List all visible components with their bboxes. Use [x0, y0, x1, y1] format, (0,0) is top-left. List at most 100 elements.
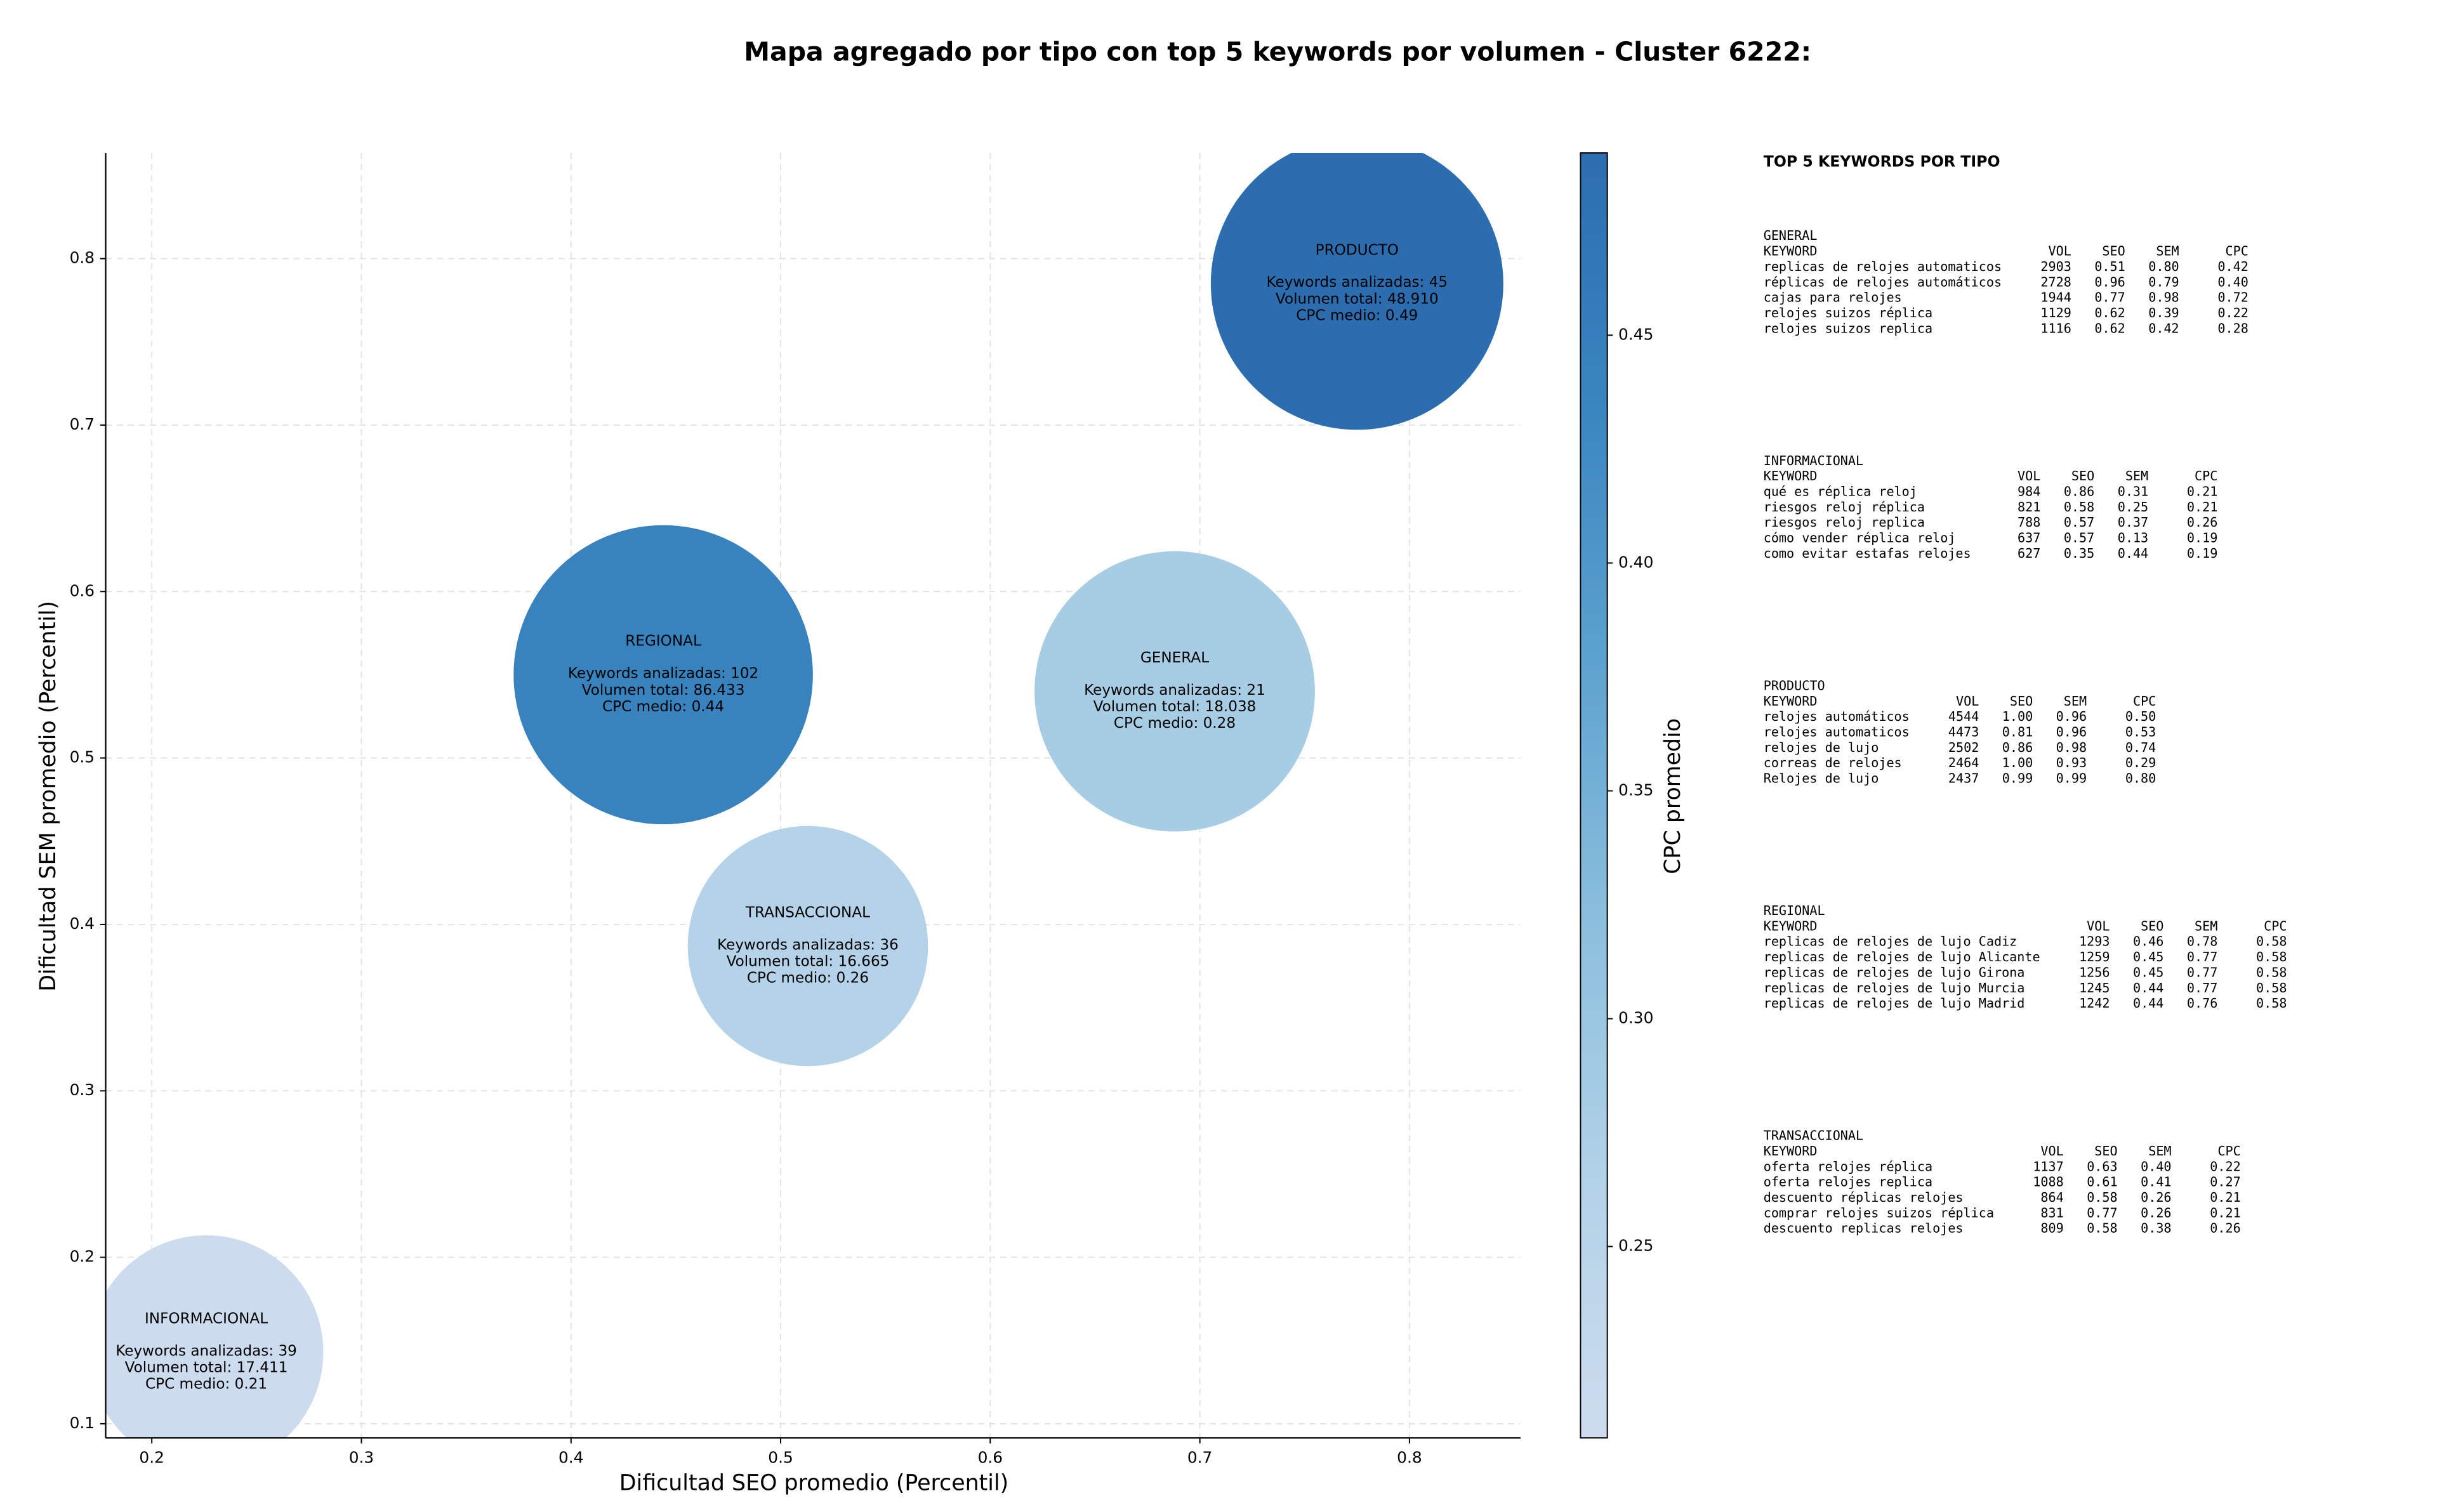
- bubble-cpc-label: CPC medio: 0.21: [145, 1376, 267, 1393]
- table-cell: 2903: [2040, 259, 2071, 274]
- bubble-cpc-label: CPC medio: 0.26: [747, 970, 869, 986]
- table-header-cell: SEO: [2102, 244, 2125, 259]
- table-cell: 0.19: [2187, 546, 2217, 561]
- table-cell: 0.22: [2210, 1159, 2240, 1174]
- table-cell: Relojes de lujo: [1764, 771, 1879, 786]
- group-name: TRANSACCIONAL: [1764, 1128, 1863, 1143]
- table-cell: 0.77: [2187, 949, 2217, 964]
- bubble: [687, 825, 928, 1067]
- table-cell: 0.21: [2210, 1205, 2240, 1220]
- table-cell: relojes suizos replica: [1764, 320, 1932, 336]
- table-cell: 0.81: [2002, 724, 2033, 739]
- x-tick-label: 0.5: [768, 1449, 793, 1467]
- y-tick-label: 0.8: [70, 249, 95, 267]
- group-name: INFORMACIONAL: [1764, 453, 1863, 468]
- table-cell: 0.72: [2217, 290, 2248, 305]
- table-cell: 0.26: [2210, 1221, 2240, 1236]
- table-cell: 0.40: [2141, 1159, 2171, 1174]
- table-cell: replicas de relojes automaticos: [1764, 259, 2002, 274]
- bubble-cpc-label: CPC medio: 0.28: [1114, 715, 1236, 732]
- table-cell: 864: [2040, 1190, 2063, 1205]
- table-cell: qué es réplica reloj: [1764, 484, 1917, 499]
- x-tick-label: 0.7: [1187, 1449, 1213, 1467]
- y-tick-label: 0.6: [70, 581, 95, 600]
- group-name: GENERAL: [1764, 228, 1818, 243]
- y-tick-label: 0.4: [70, 914, 95, 933]
- table-cell: replicas de relojes de lujo Madrid: [1764, 996, 2025, 1011]
- table-cell: riesgos reloj replica: [1764, 515, 1925, 530]
- table-cell: 0.77: [2187, 964, 2217, 980]
- table-cell: 0.28: [2217, 320, 2248, 336]
- bubble-keywords-label: Keywords analizadas: 102: [568, 666, 758, 682]
- bubble-keywords-label: Keywords analizadas: 21: [1084, 682, 1265, 699]
- y-tick-label: 0.1: [70, 1414, 95, 1432]
- table-header-cell: SEM: [2064, 694, 2087, 709]
- table-cell: 1259: [2079, 949, 2110, 964]
- table-cell: 1116: [2040, 320, 2071, 336]
- table-cell: relojes automaticos: [1764, 724, 1910, 739]
- colorbar-tick-label: 0.30: [1618, 1009, 1653, 1027]
- table-cell: como evitar estafas relojes: [1764, 546, 1971, 561]
- table-cell: comprar relojes suizos réplica: [1764, 1205, 1994, 1220]
- bubble-cpc-label: CPC medio: 0.49: [1296, 307, 1418, 324]
- x-tick-label: 0.4: [558, 1449, 584, 1467]
- table-cell: 0.99: [2002, 771, 2033, 786]
- bubble-volume-label: Volumen total: 18.038: [1093, 699, 1257, 715]
- table-cell: 1245: [2079, 980, 2110, 996]
- table-cell: 1129: [2040, 305, 2071, 320]
- table-cell: 0.98: [2056, 740, 2087, 755]
- table-cell: correas de relojes: [1764, 755, 1902, 770]
- panel-title: TOP 5 KEYWORDS POR TIPO: [1764, 152, 2000, 170]
- table-cell: 0.22: [2217, 305, 2248, 320]
- bubble-volume-label: Volumen total: 16.665: [727, 953, 890, 970]
- table-header-cell: CPC: [2226, 244, 2249, 259]
- table-cell: 0.96: [2056, 709, 2087, 724]
- table-cell: 0.40: [2217, 274, 2248, 289]
- table-cell: 2464: [1948, 755, 1979, 770]
- table-cell: descuento replicas relojes: [1764, 1221, 1964, 1236]
- table-cell: replicas de relojes de lujo Cadiz: [1764, 934, 2018, 949]
- table-header-cell: VOL: [2040, 1143, 2063, 1159]
- table-cell: 0.41: [2141, 1174, 2171, 1190]
- table-cell: 0.62: [2094, 305, 2125, 320]
- table-cell: cómo vender réplica reloj: [1764, 530, 1956, 546]
- table-cell: 0.58: [2064, 499, 2094, 515]
- table-cell: 0.39: [2148, 305, 2179, 320]
- table-cell: 0.50: [2125, 709, 2156, 724]
- bubble: [513, 525, 813, 825]
- table-cell: 0.58: [2256, 996, 2287, 1011]
- bubble-keywords-label: Keywords analizadas: 39: [116, 1343, 297, 1359]
- table-cell: 0.25: [2118, 499, 2148, 515]
- table-cell: 0.99: [2056, 771, 2087, 786]
- table-header-cell: VOL: [2087, 918, 2110, 933]
- table-header-cell: SEM: [2195, 918, 2217, 933]
- table-cell: 788: [2018, 515, 2040, 530]
- table-cell: 0.21: [2187, 499, 2217, 515]
- table-cell: 1088: [2033, 1174, 2063, 1190]
- table-header-cell: SEO: [2141, 918, 2163, 933]
- table-cell: 0.44: [2118, 546, 2148, 561]
- group-name: PRODUCTO: [1764, 678, 1825, 693]
- table-cell: 0.51: [2094, 259, 2125, 274]
- bubble-name: TRANSACCIONAL: [745, 904, 870, 921]
- table-cell: 0.76: [2187, 996, 2217, 1011]
- table-header-cell: SEO: [2071, 468, 2094, 483]
- table-cell: 0.29: [2125, 755, 2156, 770]
- table-cell: 0.42: [2217, 259, 2248, 274]
- table-cell: 831: [2040, 1205, 2063, 1220]
- table-cell: cajas para relojes: [1764, 290, 1902, 305]
- table-cell: 0.58: [2087, 1221, 2117, 1236]
- table-header-cell: KEYWORD: [1764, 1143, 1818, 1159]
- table-header-cell: KEYWORD: [1764, 918, 1818, 933]
- table-cell: oferta relojes réplica: [1764, 1159, 1932, 1174]
- table-header-cell: SEO: [2010, 694, 2033, 709]
- y-tick-label: 0.2: [70, 1247, 95, 1266]
- y-tick-label: 0.5: [70, 748, 95, 766]
- table-cell: 1944: [2040, 290, 2071, 305]
- y-tick-label: 0.7: [70, 415, 95, 433]
- bubble-name: PRODUCTO: [1316, 242, 1399, 258]
- x-axis-label: Dificultad SEO promedio (Percentil): [619, 1470, 1008, 1496]
- table-cell: 0.86: [2064, 484, 2094, 499]
- table-cell: réplicas de relojes automáticos: [1764, 274, 2002, 289]
